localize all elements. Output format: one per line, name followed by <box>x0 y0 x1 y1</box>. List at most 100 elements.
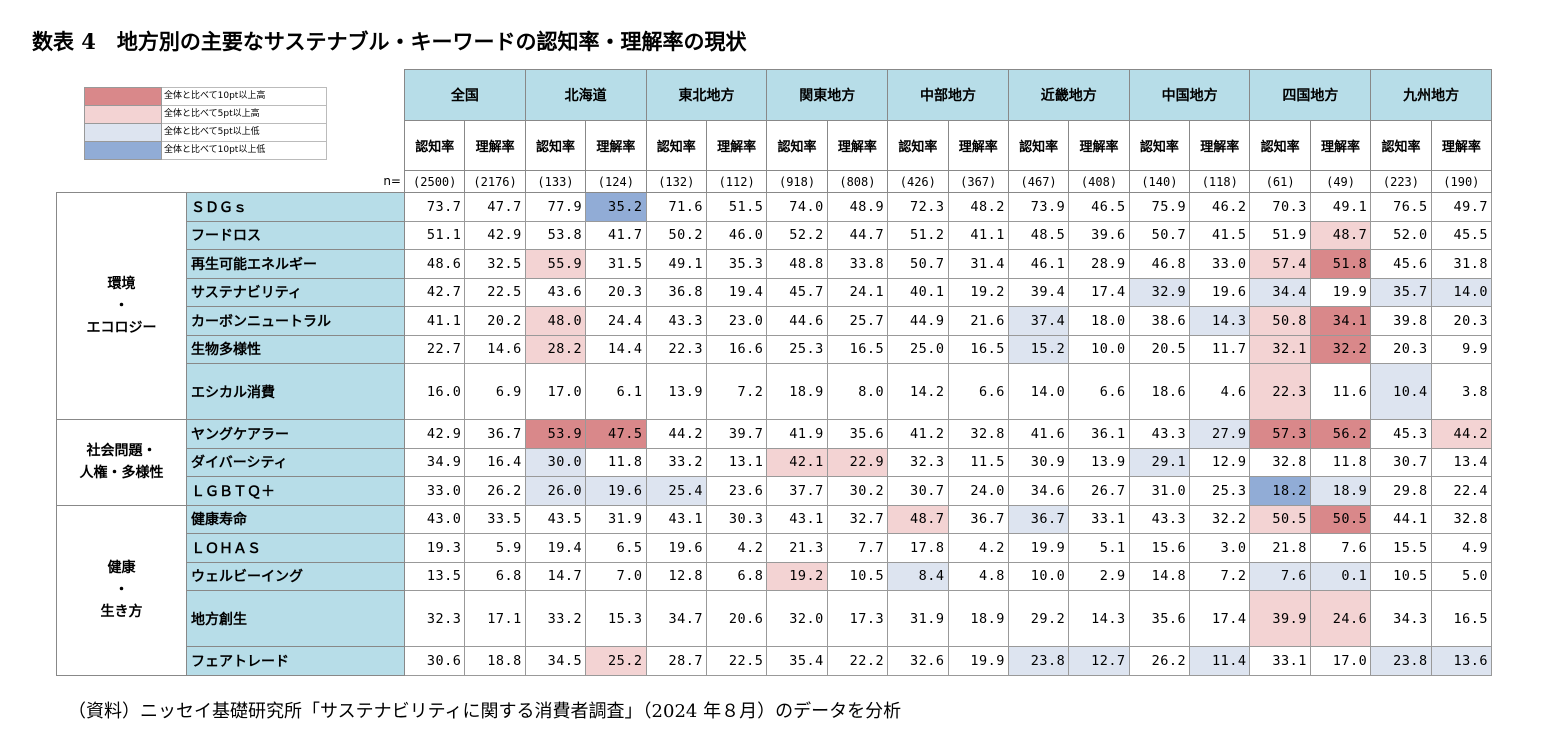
value-cell: 20.2 <box>464 306 526 336</box>
value-cell: 31.9 <box>887 590 949 647</box>
legend-item: 全体と比べて5pt以上低 <box>84 123 327 142</box>
metric-header: 理解率 <box>947 120 1009 171</box>
value-cell: 21.8 <box>1249 533 1311 563</box>
value-cell: 49.1 <box>1309 192 1372 222</box>
metric-header: 認知率 <box>1370 120 1432 171</box>
value-cell: 70.3 <box>1249 192 1311 222</box>
value-cell: 16.5 <box>826 334 889 364</box>
value-cell: 28.2 <box>524 334 587 364</box>
value-cell: 32.8 <box>1249 447 1311 477</box>
value-cell: 10.0 <box>1007 561 1070 591</box>
value-cell: 16.0 <box>403 363 466 420</box>
value-cell: 57.4 <box>1249 249 1311 279</box>
table-row: ウェルビーイング 13.5 6.8 14.7 7.0 12.8 6.8 19.2 10.5 8.4… <box>57 561 1493 591</box>
value-cell: 7.0 <box>585 561 647 591</box>
region-header: 全国 <box>404 69 526 121</box>
legend-space <box>57 70 405 171</box>
value-cell: 53.8 <box>524 220 587 250</box>
sample-size: (140) <box>1128 170 1191 193</box>
value-cell: 33.1 <box>1249 646 1311 676</box>
metric-header: 理解率 <box>1189 120 1251 171</box>
table-row: 再生可能エネルギー 48.6 32.5 55.9 31.5 49.1 35.3 48.8 33.… <box>57 249 1493 279</box>
value-cell: 51.9 <box>1249 220 1311 250</box>
value-cell: 32.8 <box>947 419 1009 449</box>
value-cell: 17.0 <box>524 363 587 420</box>
value-cell: 31.4 <box>947 249 1009 279</box>
sample-size: (124) <box>585 170 647 193</box>
value-cell: 29.2 <box>1007 590 1070 647</box>
value-cell: 20.3 <box>585 277 647 307</box>
keyword-label: カーボンニュートラル <box>186 306 405 336</box>
value-cell: 31.8 <box>1430 249 1493 279</box>
value-cell: 36.7 <box>464 419 526 449</box>
metric-header: 理解率 <box>585 120 647 171</box>
value-cell: 52.0 <box>1370 220 1432 250</box>
value-cell: 17.4 <box>1189 590 1251 647</box>
metric-header: 認知率 <box>1128 120 1191 171</box>
value-cell: 34.3 <box>1370 590 1432 647</box>
value-cell: 4.6 <box>1189 363 1251 420</box>
value-cell: 14.0 <box>1007 363 1070 420</box>
value-cell: 33.0 <box>403 476 466 506</box>
value-cell: 50.2 <box>645 220 707 250</box>
value-cell: 7.6 <box>1309 533 1372 563</box>
sample-size: (808) <box>826 170 889 193</box>
value-cell: 43.3 <box>1128 504 1191 534</box>
sample-size: (61) <box>1249 170 1311 193</box>
value-cell: 18.6 <box>1128 363 1191 420</box>
metric-header: 理解率 <box>464 120 526 171</box>
value-cell: 50.5 <box>1249 504 1311 534</box>
value-cell: 6.5 <box>585 533 647 563</box>
table-row: フェアトレード 30.6 18.8 34.5 25.2 28.7 22.5 35.4 22.2 3… <box>57 646 1493 676</box>
value-cell: 43.5 <box>524 504 587 534</box>
value-cell: 71.6 <box>645 192 707 222</box>
value-cell: 6.6 <box>1068 363 1130 420</box>
table-row: 生物多様性 22.7 14.6 28.2 14.4 22.3 16.6 25.3 16.5 25.… <box>57 334 1493 364</box>
value-cell: 46.0 <box>705 220 768 250</box>
keyword-label: エシカル消費 <box>186 363 405 420</box>
value-cell: 41.2 <box>887 419 949 449</box>
value-cell: 17.0 <box>1309 646 1372 676</box>
value-cell: 43.3 <box>645 306 707 336</box>
value-cell: 23.8 <box>1370 646 1432 676</box>
value-cell: 36.1 <box>1068 419 1130 449</box>
value-cell: 4.9 <box>1430 533 1493 563</box>
value-cell: 25.2 <box>585 646 647 676</box>
metric-header: 理解率 <box>826 120 889 171</box>
value-cell: 26.0 <box>524 476 587 506</box>
value-cell: 51.5 <box>705 192 768 222</box>
value-cell: 19.6 <box>1189 277 1251 307</box>
value-cell: 35.3 <box>705 249 768 279</box>
value-cell: 19.9 <box>947 646 1009 676</box>
value-cell: 17.3 <box>826 590 889 647</box>
value-cell: 20.6 <box>705 590 768 647</box>
keyword-label: フードロス <box>186 220 405 250</box>
value-cell: 36.7 <box>947 504 1009 534</box>
value-cell: 41.1 <box>947 220 1009 250</box>
value-cell: 33.2 <box>645 447 707 477</box>
value-cell: 32.0 <box>766 590 828 647</box>
value-cell: 25.0 <box>887 334 949 364</box>
keyword-label: ＳＤＧｓ <box>186 192 405 222</box>
value-cell: 51.8 <box>1309 249 1372 279</box>
value-cell: 48.7 <box>1309 220 1372 250</box>
metric-header: 理解率 <box>1430 120 1493 171</box>
value-cell: 13.6 <box>1430 646 1493 676</box>
category-label: 健康・生き方 <box>56 504 187 676</box>
value-cell: 10.0 <box>1068 334 1130 364</box>
value-cell: 14.3 <box>1068 590 1130 647</box>
value-cell: 31.5 <box>585 249 647 279</box>
value-cell: 43.1 <box>766 504 828 534</box>
value-cell: 28.7 <box>645 646 707 676</box>
value-cell: 76.5 <box>1370 192 1432 222</box>
value-cell: 24.6 <box>1309 590 1372 647</box>
value-cell: 20.5 <box>1128 334 1191 364</box>
value-cell: 15.6 <box>1128 533 1191 563</box>
value-cell: 11.8 <box>1309 447 1372 477</box>
value-cell: 13.9 <box>1068 447 1130 477</box>
value-cell: 8.0 <box>826 363 889 420</box>
category-label-line: 環境 <box>107 276 136 292</box>
value-cell: 48.9 <box>826 192 889 222</box>
page-title: 数表 4 地方別の主要なサステナブル・キーワードの認知率・理解率の現状 <box>32 29 747 54</box>
value-cell: 46.2 <box>1189 192 1251 222</box>
